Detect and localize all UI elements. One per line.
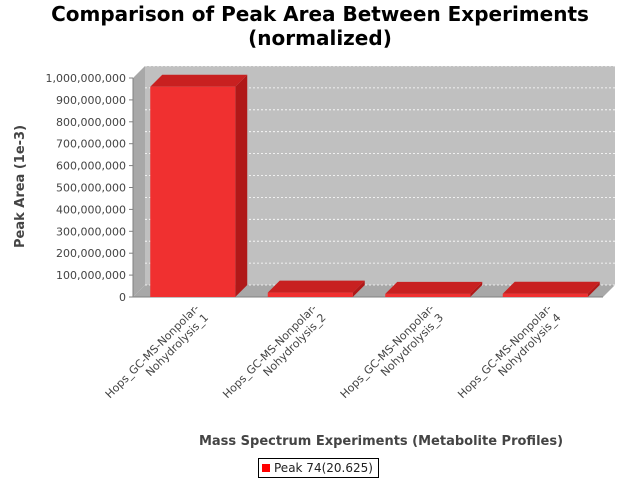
bar <box>150 86 236 297</box>
x-tick-label-line: Hops_GC-MS-Nonpolar- <box>220 302 319 401</box>
bar-top <box>385 281 483 294</box>
x-tick-label: Hops_GC-MS-Nonpolar-Nohydrolysis_3 <box>338 302 446 410</box>
bar-side <box>587 281 600 297</box>
y-tick-label: 400,000,000 <box>56 203 126 216</box>
legend-swatch <box>262 464 270 472</box>
y-tick-label: 800,000,000 <box>56 116 126 129</box>
chart-title-line-1: Comparison of Peak Area Between Experime… <box>51 2 589 26</box>
y-axis-label: Peak Area (1e-3) <box>13 125 28 248</box>
y-tick-label: 900,000,000 <box>56 94 126 107</box>
x-tick-label: Hops_GC-MS-Nonpolar-Nohydrolysis_4 <box>455 302 563 410</box>
bar-top <box>150 74 248 87</box>
y-tick-label: 500,000,000 <box>56 182 126 195</box>
x-tick-label-line: Hops_GC-MS-Nonpolar- <box>338 302 437 401</box>
y-tick-label: 300,000,000 <box>56 225 126 238</box>
bar-side <box>352 280 365 297</box>
x-axis-label: Mass Spectrum Experiments (Metabolite Pr… <box>199 434 563 449</box>
y-tick-label: 1,000,000,000 <box>46 72 126 85</box>
y-tick-label: 0 <box>119 291 126 304</box>
bar <box>267 292 353 297</box>
plot-floor <box>133 285 615 297</box>
bar-top <box>267 280 365 293</box>
y-tick-label: 100,000,000 <box>56 269 126 282</box>
bar-top <box>502 281 600 294</box>
bar <box>502 293 588 297</box>
x-tick-label: Hops_GC-MS-Nonpolar-Nohydrolysis_2 <box>220 302 328 410</box>
legend-label: Peak 74(20.625) <box>274 461 373 475</box>
x-tick-label-line: Hops_GC-MS-Nonpolar- <box>455 302 554 401</box>
bar-side <box>235 74 248 297</box>
y-tick-label: 700,000,000 <box>56 138 126 151</box>
legend: Peak 74(20.625) <box>258 458 379 478</box>
bar <box>385 293 471 297</box>
chart-title-line-2: (normalized) <box>248 26 392 50</box>
y-tick-label: 200,000,000 <box>56 247 126 260</box>
y-tick-label: 600,000,000 <box>56 160 126 173</box>
plot-left-wall <box>133 66 145 297</box>
chart-title: Comparison of Peak Area Between Experime… <box>0 2 640 50</box>
x-tick-label-line: Hops_GC-MS-Nonpolar- <box>103 302 202 401</box>
x-tick-label: Hops_GC-MS-Nonpolar-Nohydrolysis_1 <box>103 302 211 410</box>
bar-side <box>470 281 483 297</box>
